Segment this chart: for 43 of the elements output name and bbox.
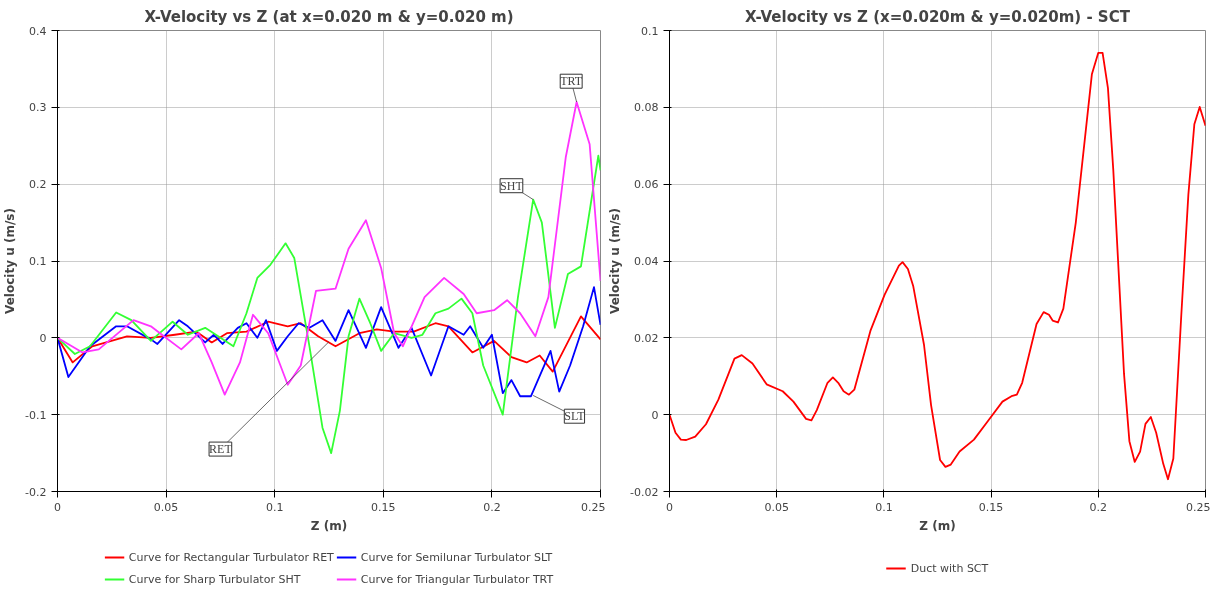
y-tick-label: 0.08 bbox=[634, 101, 659, 115]
y-tick-label: -0.2 bbox=[25, 485, 47, 499]
line-series bbox=[57, 315, 601, 373]
x-tick-label: 0 bbox=[54, 500, 61, 514]
y-tick-label: 0.2 bbox=[29, 178, 47, 192]
line-series bbox=[57, 286, 601, 398]
x-tick-label: 0.25 bbox=[1186, 500, 1211, 514]
x-tick-label: 0.25 bbox=[581, 500, 606, 514]
chart-title: X-Velocity vs Z (x=0.020m & y=0.020m) - SCT bbox=[745, 7, 1131, 26]
x-tick-label: 0 bbox=[666, 500, 673, 514]
x-tick-label: 0.2 bbox=[483, 500, 501, 514]
x-tick-label: 0.1 bbox=[265, 500, 284, 514]
y-tick-label: 0 bbox=[39, 331, 47, 345]
annotation: SLT bbox=[564, 409, 586, 424]
x-tick-label: 0.05 bbox=[153, 500, 179, 514]
y-tick-label: 0.02 bbox=[634, 331, 659, 345]
legend-label: Curve for Sharp Turbulator SHT bbox=[128, 572, 301, 586]
legend-label: Curve for Semilunar Turbulator SLT bbox=[360, 550, 553, 564]
x-tick-label: 0.15 bbox=[371, 500, 396, 514]
y-tick-label: 0.1 bbox=[29, 255, 47, 268]
x-tick-label: 0.1 bbox=[875, 500, 893, 514]
legend-label: Curve for Rectangular Turbulator RET bbox=[128, 550, 334, 564]
y-axis-title: Velocity u (m/s) bbox=[3, 208, 18, 314]
line-series bbox=[57, 154, 601, 454]
chart-title: X-Velocity vs Z (at x=0.020 m & y=0.020 m) bbox=[144, 7, 514, 26]
y-tick-label: 0 bbox=[651, 408, 659, 422]
y-tick-label: 0.1 bbox=[641, 24, 659, 38]
y-tick-label: 0.4 bbox=[29, 24, 47, 38]
line-series bbox=[669, 51, 1206, 481]
x-tick-label: 0.2 bbox=[1089, 500, 1108, 514]
y-tick-label: 0.3 bbox=[29, 101, 47, 115]
x-tick-label: 0.15 bbox=[978, 500, 1004, 514]
y-tick-label: 0.04 bbox=[634, 255, 659, 268]
y-axis-title: Velocity u (m/s) bbox=[608, 208, 623, 314]
x-tick-label: 0.05 bbox=[764, 500, 789, 514]
legend-label: Duct with SCT bbox=[910, 561, 989, 575]
y-tick-label: -0.1 bbox=[25, 408, 47, 422]
x-axis-title: Z (m) bbox=[310, 518, 348, 533]
line-series bbox=[57, 101, 601, 396]
x-axis-title: Z (m) bbox=[919, 518, 956, 533]
legend-label: Curve for Triangular Turbulator TRT bbox=[360, 572, 554, 586]
y-tick-label: -0.02 bbox=[630, 485, 659, 499]
y-tick-label: 0.06 bbox=[634, 178, 659, 192]
